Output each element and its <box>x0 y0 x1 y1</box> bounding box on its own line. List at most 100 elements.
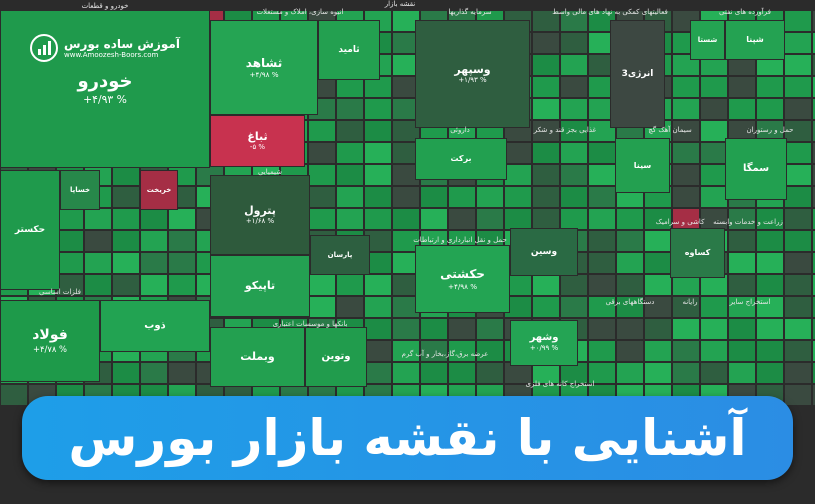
filler-tile <box>532 142 560 164</box>
filler-tile <box>672 98 700 120</box>
filler-tile <box>700 296 728 318</box>
filler-tile <box>700 98 728 120</box>
sector-label: انبوه سازی، املاک و مستغلات <box>256 8 344 16</box>
stock-tile: وسین <box>510 228 578 276</box>
filler-tile <box>84 252 112 274</box>
filler-tile <box>420 340 448 362</box>
filler-tile <box>588 164 616 186</box>
filler-tile <box>56 230 84 252</box>
logo: آموزش ساده بورس www.Amoozesh-Boors.com <box>30 34 180 62</box>
stock-tile: ثشاهد +۴/۹۸ % <box>210 20 318 115</box>
filler-tile <box>728 362 756 384</box>
filler-tile <box>812 76 815 98</box>
filler-tile <box>784 318 812 340</box>
filler-tile <box>672 296 700 318</box>
filler-tile <box>420 318 448 340</box>
filler-tile <box>616 274 644 296</box>
filler-tile <box>112 230 140 252</box>
tile-name: وبملت <box>240 350 275 364</box>
sector-label: حمل و رستوران <box>746 126 794 134</box>
filler-tile <box>504 208 532 230</box>
filler-tile <box>812 274 815 296</box>
filler-tile <box>336 208 364 230</box>
filler-tile <box>700 120 728 142</box>
sector-label: استخراج سایر <box>729 298 771 306</box>
tile-change: +۱/۹۳ % <box>458 76 487 85</box>
filler-tile <box>728 208 756 230</box>
filler-tile <box>616 230 644 252</box>
tile-change: +۴/۹۳ % <box>83 92 127 106</box>
stock-tile: وسپهر +۱/۹۳ % <box>415 20 530 128</box>
sector-label: سرمایه گذاریها <box>448 8 492 16</box>
tile-name: ثامید <box>338 44 360 55</box>
filler-tile <box>560 164 588 186</box>
tile-name: تاپیکو <box>244 279 276 293</box>
tile-change: -۵ % <box>249 143 266 152</box>
tile-name: حکستر <box>14 224 46 235</box>
filler-tile <box>672 142 700 164</box>
sector-label: فلزات اساسی <box>39 288 81 296</box>
filler-tile <box>812 318 815 340</box>
filler-tile <box>84 230 112 252</box>
stock-tile: پارسان <box>310 235 370 275</box>
filler-tile <box>448 362 476 384</box>
sector-label: خودرو و قطعات <box>81 2 129 10</box>
filler-tile <box>784 142 812 164</box>
filler-tile <box>308 296 336 318</box>
filler-tile <box>588 252 616 274</box>
filler-tile <box>168 230 196 252</box>
filler-tile <box>448 340 476 362</box>
filler-tile <box>112 362 140 384</box>
filler-tile <box>588 362 616 384</box>
filler-tile <box>728 76 756 98</box>
stock-tile: خودرو +۴/۹۳ % <box>0 10 210 168</box>
filler-tile <box>364 208 392 230</box>
filler-tile <box>560 54 588 76</box>
filler-tile <box>308 142 336 164</box>
filler-tile <box>308 186 336 208</box>
filler-tile <box>700 76 728 98</box>
filler-tile <box>700 186 728 208</box>
filler-tile <box>336 164 364 186</box>
filler-tile <box>700 164 728 186</box>
filler-tile <box>616 362 644 384</box>
filler-tile <box>364 318 392 340</box>
filler-tile <box>504 186 532 208</box>
banner: آشنایی با نقشه بازار بورس <box>22 396 793 480</box>
filler-tile <box>308 120 336 142</box>
filler-tile <box>476 208 504 230</box>
filler-tile <box>616 340 644 362</box>
stock-tile: شپنا <box>725 20 785 60</box>
filler-tile <box>560 98 588 120</box>
filler-tile <box>392 230 420 252</box>
filler-tile <box>532 98 560 120</box>
filler-tile <box>644 340 672 362</box>
filler-tile <box>784 274 812 296</box>
filler-tile <box>812 340 815 362</box>
filler-tile <box>700 142 728 164</box>
tile-change: +۱/۶۸ % <box>245 217 275 226</box>
filler-tile <box>364 362 392 384</box>
filler-tile <box>756 230 784 252</box>
stock-tile: ذوب <box>100 300 210 352</box>
sector-label: دستگاههای برقی <box>605 298 655 306</box>
tile-name: ثباغ <box>247 129 268 143</box>
filler-tile <box>728 230 756 252</box>
filler-tile <box>364 340 392 362</box>
filler-tile <box>756 362 784 384</box>
filler-tile <box>784 384 812 406</box>
filler-tile <box>728 296 756 318</box>
filler-tile <box>588 230 616 252</box>
filler-tile <box>532 208 560 230</box>
filler-tile <box>812 208 815 230</box>
filler-tile <box>420 186 448 208</box>
filler-tile <box>644 208 672 230</box>
filler-tile <box>560 296 588 318</box>
filler-tile <box>784 54 812 76</box>
filler-tile <box>644 318 672 340</box>
logo-name: آموزش ساده بورس <box>64 37 180 51</box>
filler-tile <box>616 208 644 230</box>
stock-tile: حکستر <box>0 170 60 290</box>
stock-tile: برکت <box>415 138 507 180</box>
filler-tile <box>812 362 815 384</box>
